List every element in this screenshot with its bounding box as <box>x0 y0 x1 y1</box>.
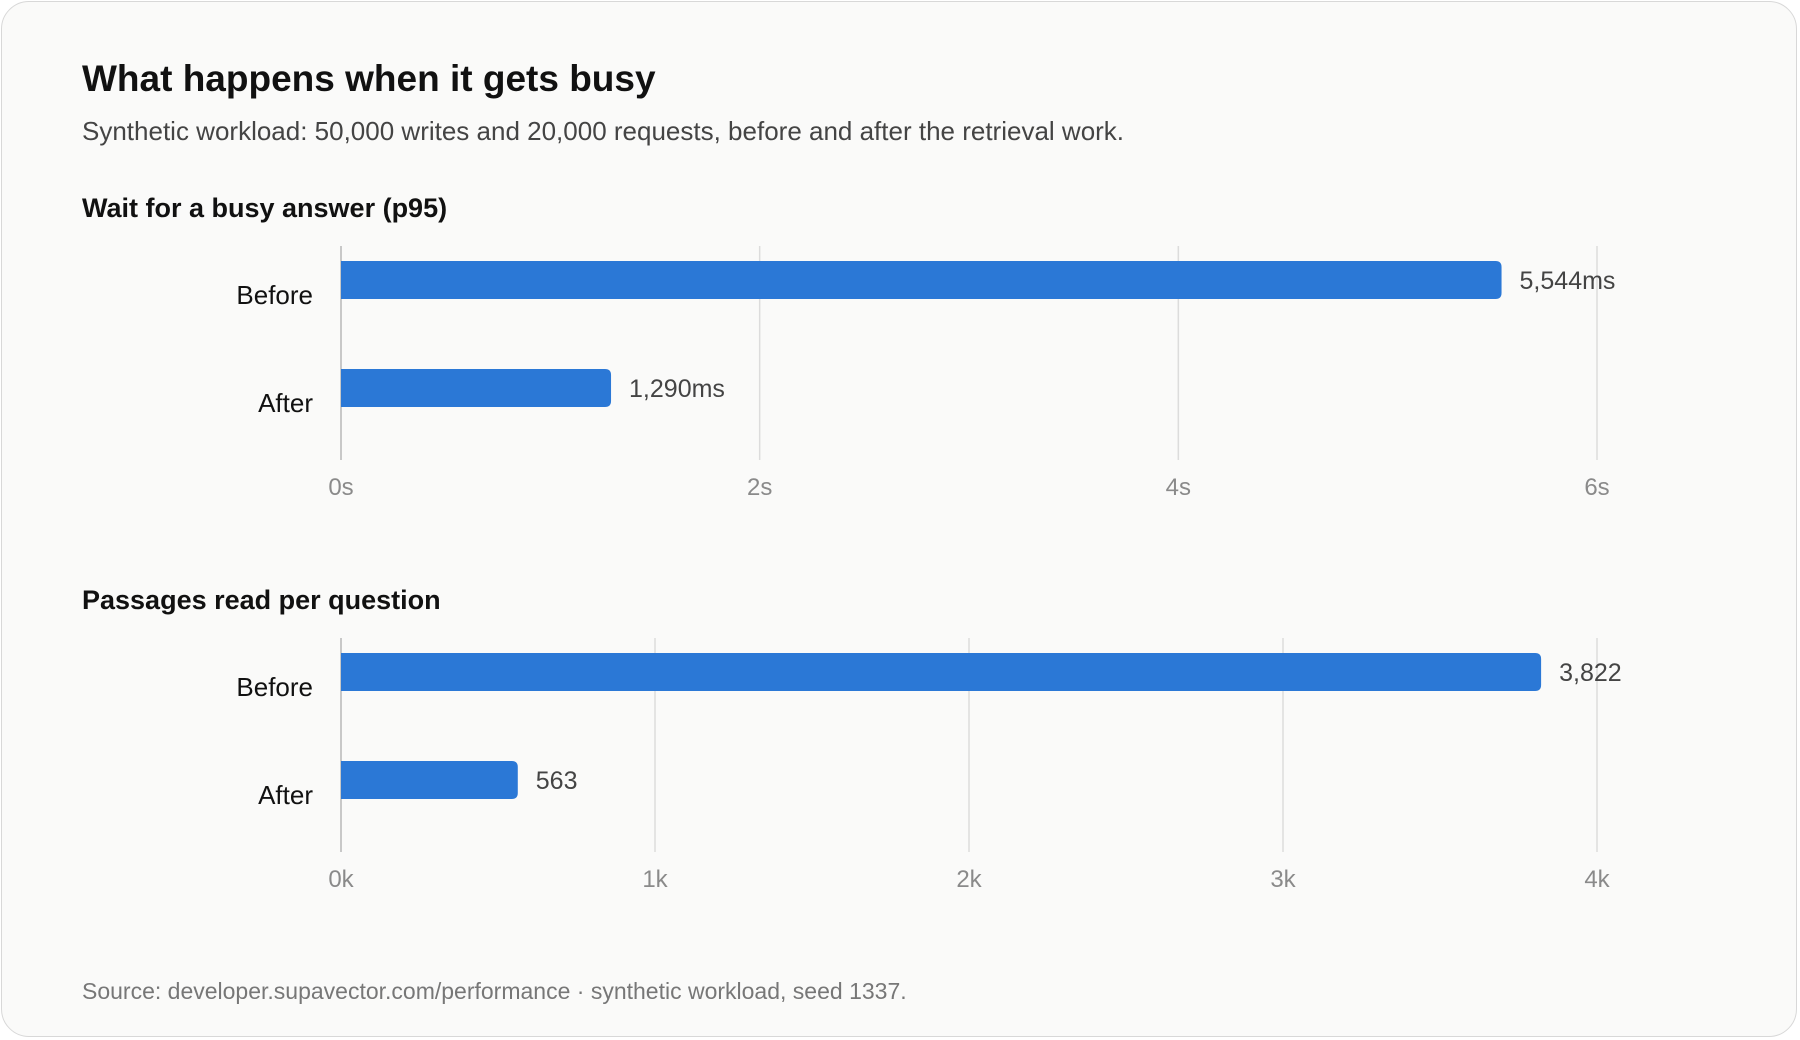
source-footnote: Source: developer.supavector.com/perform… <box>82 978 907 1004</box>
latency-chart: 0s 2s 4s 6s Before 5,544ms After 1,290ms <box>236 246 1616 501</box>
bar-after <box>341 369 612 407</box>
x-tick-label: 4s <box>1166 474 1191 501</box>
x-tick-label: 4k <box>1584 866 1610 893</box>
value-label: 5,544ms <box>1520 267 1616 295</box>
value-label: 563 <box>536 767 578 795</box>
category-label: After <box>258 780 313 810</box>
category-label: After <box>258 388 313 418</box>
panel-title-latency: Wait for a busy answer (p95) <box>82 193 448 223</box>
x-tick-label: 3k <box>1270 866 1296 893</box>
passages-chart: 0k 1k 2k 3k 4k Before 3,822 After 563 <box>236 638 1622 893</box>
bar-after <box>341 761 518 799</box>
category-label: Before <box>236 280 313 310</box>
x-tick-label: 0k <box>328 866 354 893</box>
page-subtitle: Synthetic workload: 50,000 writes and 20… <box>82 116 1125 146</box>
category-label: Before <box>236 672 313 702</box>
x-tick-label: 6s <box>1584 474 1609 501</box>
x-tick-label: 1k <box>642 866 668 893</box>
bar-before <box>341 653 1542 691</box>
x-tick-label: 2k <box>956 866 982 893</box>
x-tick-label: 0s <box>328 474 353 501</box>
page-title: What happens when it gets busy <box>82 58 656 99</box>
bar-before <box>341 261 1502 299</box>
value-label: 3,822 <box>1559 659 1622 687</box>
value-label: 1,290ms <box>629 375 725 403</box>
x-tick-label: 2s <box>747 474 772 501</box>
panel-title-passages: Passages read per question <box>82 585 441 615</box>
